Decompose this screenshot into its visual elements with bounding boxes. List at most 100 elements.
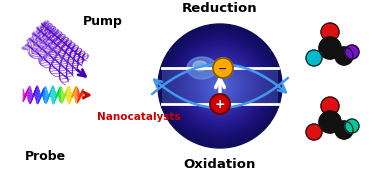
Circle shape bbox=[208, 73, 232, 98]
Circle shape bbox=[178, 44, 262, 128]
Circle shape bbox=[193, 59, 247, 113]
Circle shape bbox=[192, 58, 248, 114]
Circle shape bbox=[205, 71, 235, 101]
Circle shape bbox=[167, 33, 273, 139]
Circle shape bbox=[306, 50, 322, 66]
Circle shape bbox=[213, 79, 227, 93]
Circle shape bbox=[175, 41, 265, 131]
Circle shape bbox=[191, 57, 249, 115]
Circle shape bbox=[210, 76, 230, 96]
Circle shape bbox=[187, 53, 253, 119]
Circle shape bbox=[214, 81, 226, 91]
Circle shape bbox=[319, 37, 341, 59]
Text: Nanocatalysts: Nanocatalysts bbox=[97, 112, 181, 122]
Circle shape bbox=[165, 31, 275, 141]
Circle shape bbox=[217, 83, 223, 89]
Circle shape bbox=[206, 72, 234, 100]
Circle shape bbox=[180, 46, 260, 126]
Circle shape bbox=[196, 62, 244, 110]
Circle shape bbox=[172, 38, 268, 134]
Circle shape bbox=[185, 51, 255, 121]
Circle shape bbox=[158, 24, 282, 148]
Circle shape bbox=[219, 85, 221, 87]
Circle shape bbox=[200, 66, 240, 106]
Circle shape bbox=[321, 97, 339, 115]
Circle shape bbox=[321, 23, 339, 41]
Circle shape bbox=[189, 55, 251, 117]
Circle shape bbox=[169, 35, 271, 137]
Circle shape bbox=[211, 77, 229, 95]
Circle shape bbox=[198, 64, 242, 108]
Circle shape bbox=[182, 48, 258, 124]
Circle shape bbox=[194, 60, 246, 112]
Circle shape bbox=[192, 58, 248, 114]
Circle shape bbox=[207, 73, 233, 99]
Circle shape bbox=[168, 34, 272, 138]
Circle shape bbox=[177, 43, 263, 129]
Circle shape bbox=[200, 66, 240, 106]
Circle shape bbox=[160, 26, 280, 146]
Circle shape bbox=[335, 121, 353, 139]
Circle shape bbox=[162, 28, 278, 144]
Circle shape bbox=[216, 82, 224, 90]
Circle shape bbox=[178, 44, 262, 128]
Circle shape bbox=[204, 70, 236, 102]
Circle shape bbox=[197, 63, 243, 109]
Circle shape bbox=[345, 45, 359, 59]
Circle shape bbox=[173, 39, 267, 133]
Circle shape bbox=[211, 77, 229, 95]
Circle shape bbox=[195, 61, 245, 111]
Circle shape bbox=[164, 29, 276, 142]
Circle shape bbox=[184, 50, 256, 122]
Circle shape bbox=[214, 80, 226, 92]
FancyArrowPatch shape bbox=[154, 78, 288, 108]
Circle shape bbox=[319, 111, 341, 133]
FancyArrowPatch shape bbox=[152, 64, 286, 94]
Circle shape bbox=[167, 33, 273, 139]
Circle shape bbox=[161, 27, 279, 145]
Circle shape bbox=[174, 40, 266, 132]
Text: −: − bbox=[218, 64, 228, 74]
Circle shape bbox=[218, 84, 222, 88]
Circle shape bbox=[203, 70, 237, 102]
Bar bbox=[162, 67, 278, 105]
Circle shape bbox=[166, 32, 274, 140]
Ellipse shape bbox=[187, 57, 217, 79]
Circle shape bbox=[212, 78, 228, 94]
Circle shape bbox=[210, 94, 230, 114]
Circle shape bbox=[188, 54, 252, 118]
Circle shape bbox=[181, 48, 259, 124]
Circle shape bbox=[186, 51, 254, 121]
Circle shape bbox=[345, 119, 359, 133]
Circle shape bbox=[335, 47, 353, 65]
Circle shape bbox=[164, 30, 276, 142]
Text: +: + bbox=[215, 98, 225, 111]
Circle shape bbox=[215, 81, 225, 91]
Circle shape bbox=[170, 36, 270, 136]
Circle shape bbox=[190, 56, 250, 116]
Circle shape bbox=[213, 58, 233, 78]
Circle shape bbox=[170, 37, 270, 135]
Circle shape bbox=[201, 67, 239, 105]
Circle shape bbox=[176, 42, 264, 130]
Circle shape bbox=[159, 25, 281, 147]
Circle shape bbox=[203, 69, 237, 103]
Circle shape bbox=[175, 41, 265, 131]
Circle shape bbox=[189, 55, 251, 117]
Ellipse shape bbox=[193, 61, 207, 71]
Text: Pump: Pump bbox=[83, 16, 123, 29]
Circle shape bbox=[208, 74, 232, 98]
Circle shape bbox=[197, 62, 243, 110]
Circle shape bbox=[199, 65, 241, 107]
Circle shape bbox=[160, 26, 280, 146]
Circle shape bbox=[202, 68, 238, 104]
Circle shape bbox=[218, 84, 222, 88]
Text: Probe: Probe bbox=[25, 150, 66, 163]
Circle shape bbox=[306, 124, 322, 140]
Circle shape bbox=[181, 47, 259, 125]
Circle shape bbox=[209, 75, 231, 97]
Circle shape bbox=[163, 29, 277, 143]
Circle shape bbox=[171, 37, 269, 135]
Circle shape bbox=[179, 45, 261, 127]
Text: Oxidation: Oxidation bbox=[184, 157, 256, 170]
